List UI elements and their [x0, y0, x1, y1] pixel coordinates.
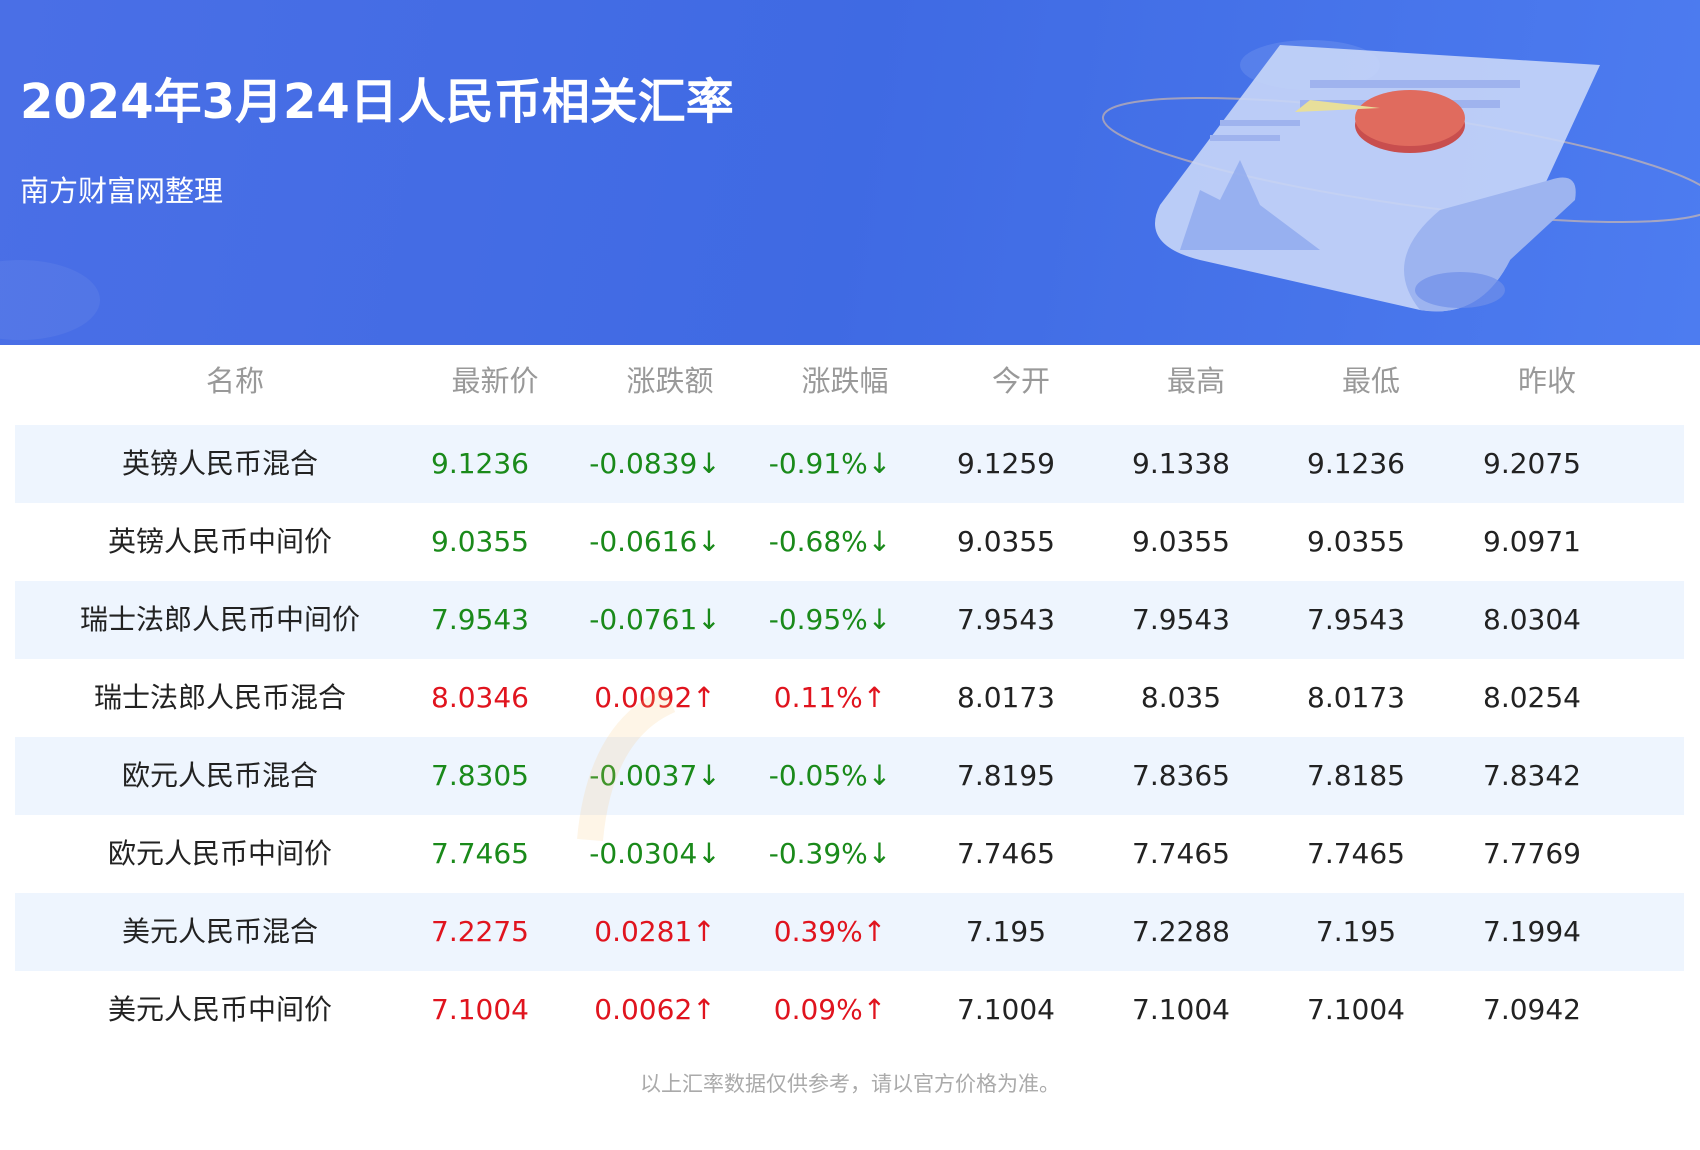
table-row: 欧元人民币中间价 7.7465 -0.0304↓ -0.39%↓ 7.7465 7.746…: [15, 815, 1684, 893]
cell-high: 7.2288: [1132, 915, 1230, 948]
table-row: 美元人民币中间价 7.1004 0.0062↑ 0.09%↑ 7.1004 7.1004 7…: [15, 971, 1684, 1049]
cell-name: 瑞士法郎人民币混合: [93, 681, 346, 714]
cell-high: 7.9543: [1132, 603, 1230, 636]
cell-high: 9.1338: [1132, 447, 1230, 480]
cell-prev: 7.8342: [1483, 759, 1581, 792]
table-row: 欧元人民币混合 7.8305 -0.0037↓ -0.05%↓ 7.8195 7.8365…: [15, 737, 1684, 815]
cell-prev: 9.0971: [1483, 525, 1581, 558]
table-row: 英镑人民币中间价 9.0355 -0.0616↓ -0.68%↓ 9.0355 9.035…: [15, 503, 1684, 581]
cell-open: 8.0173: [957, 681, 1055, 714]
decoration: [0, 260, 100, 340]
cell-change: 0.0062↑: [594, 993, 716, 1026]
disclaimer: 以上汇率数据仅供参考，请以官方价格为准。: [640, 1072, 1060, 1096]
col-header-latest: 最新价: [451, 364, 539, 398]
cell-low: 7.195: [1315, 915, 1397, 948]
table-row: 瑞士法郎人民币中间价 7.9543 -0.0761↓ -0.95%↓ 7.9543 7.9…: [15, 581, 1684, 659]
cell-prev: 7.0942: [1483, 993, 1581, 1026]
cell-pct: 0.39%↑: [773, 915, 887, 948]
cell-prev: 7.7769: [1483, 837, 1581, 870]
cell-change: -0.0616↓: [589, 525, 721, 558]
cell-low: 9.0355: [1307, 525, 1405, 558]
col-header-pct: 涨跌幅: [801, 364, 889, 398]
col-header-low: 最低: [1341, 364, 1400, 398]
cell-pct: -0.95%↓: [768, 603, 892, 636]
cell-low: 8.0173: [1307, 681, 1405, 714]
cell-high: 8.035: [1140, 681, 1222, 714]
page-subtitle: 南方财富网整理: [20, 174, 224, 208]
cell-low: 7.8185: [1307, 759, 1405, 792]
cell-latest: 7.9543: [431, 603, 529, 636]
col-header-high: 最高: [1166, 364, 1225, 398]
cell-name: 欧元人民币中间价: [107, 837, 332, 870]
cell-prev: 7.1994: [1483, 915, 1581, 948]
cell-open: 7.7465: [957, 837, 1055, 870]
col-header-open: 今开: [991, 364, 1050, 398]
col-header-change: 涨跌额: [626, 364, 714, 398]
header-banner: 2024年3月24日人民币相关汇率 南方财富网整理: [0, 0, 1700, 345]
cell-pct: 0.09%↑: [773, 993, 887, 1026]
table-row: 英镑人民币混合 9.1236 -0.0839↓ -0.91%↓ 9.1259 9.1338…: [15, 425, 1684, 503]
cell-open: 7.195: [965, 915, 1047, 948]
cell-open: 9.1259: [957, 447, 1055, 480]
cell-open: 7.9543: [957, 603, 1055, 636]
cell-high: 9.0355: [1132, 525, 1230, 558]
cell-change: -0.0839↓: [589, 447, 721, 480]
cell-low: 9.1236: [1307, 447, 1405, 480]
cell-name: 瑞士法郎人民币中间价: [79, 603, 360, 636]
page-title: 2024年3月24日人民币相关汇率: [20, 74, 734, 130]
cell-high: 7.7465: [1132, 837, 1230, 870]
cell-change: 0.0281↑: [594, 915, 716, 948]
cell-latest: 8.0346: [431, 681, 529, 714]
cell-name: 美元人民币中间价: [107, 993, 332, 1026]
cell-low: 7.1004: [1307, 993, 1405, 1026]
cell-open: 9.0355: [957, 525, 1055, 558]
cell-pct: -0.39%↓: [768, 837, 892, 870]
col-header-prev: 昨收: [1517, 364, 1576, 398]
cell-change: -0.0761↓: [589, 603, 721, 636]
cell-change: -0.0304↓: [589, 837, 721, 870]
cell-latest: 7.2275: [431, 915, 529, 948]
cell-high: 7.8365: [1132, 759, 1230, 792]
cell-open: 7.8195: [957, 759, 1055, 792]
table-header: 名称 最新价 涨跌额 涨跌幅 今开 最高 最低 昨收: [15, 345, 1684, 425]
cell-low: 7.7465: [1307, 837, 1405, 870]
cell-pct: -0.68%↓: [768, 525, 892, 558]
cell-latest: 7.8305: [431, 759, 529, 792]
cell-pct: -0.05%↓: [768, 759, 892, 792]
col-header-name: 名称: [205, 364, 264, 398]
cell-pct: 0.11%↑: [773, 681, 887, 714]
cell-pct: -0.91%↓: [768, 447, 892, 480]
cell-latest: 9.1236: [431, 447, 529, 480]
cell-high: 7.1004: [1132, 993, 1230, 1026]
cell-prev: 8.0304: [1483, 603, 1581, 636]
cell-change: -0.0037↓: [589, 759, 721, 792]
cell-change: 0.0092↑: [594, 681, 716, 714]
cell-low: 7.9543: [1307, 603, 1405, 636]
cell-prev: 8.0254: [1483, 681, 1581, 714]
table-row: 瑞士法郎人民币混合 8.0346 0.0092↑ 0.11%↑ 8.0173 8.035 8…: [15, 659, 1684, 737]
cell-name: 英镑人民币混合: [121, 447, 318, 480]
cell-latest: 7.7465: [431, 837, 529, 870]
cell-open: 7.1004: [957, 993, 1055, 1026]
cell-latest: 9.0355: [431, 525, 529, 558]
report-illustration-icon: [1101, 45, 1700, 312]
cell-name: 英镑人民币中间价: [107, 525, 332, 558]
cell-name: 美元人民币混合: [121, 915, 318, 948]
cell-name: 欧元人民币混合: [121, 759, 318, 792]
cell-prev: 9.2075: [1483, 447, 1581, 480]
cell-latest: 7.1004: [431, 993, 529, 1026]
table-row: 美元人民币混合 7.2275 0.0281↑ 0.39%↑ 7.195 7.2288 7.1…: [15, 893, 1684, 971]
